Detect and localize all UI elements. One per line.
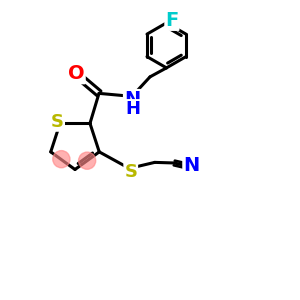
- Text: S: S: [124, 163, 137, 181]
- Circle shape: [53, 151, 70, 168]
- Text: N: N: [124, 90, 140, 109]
- Text: N: N: [183, 156, 200, 175]
- Text: H: H: [125, 100, 140, 118]
- Text: F: F: [165, 11, 178, 30]
- Text: O: O: [68, 64, 85, 83]
- Circle shape: [79, 152, 96, 169]
- Text: S: S: [51, 113, 64, 131]
